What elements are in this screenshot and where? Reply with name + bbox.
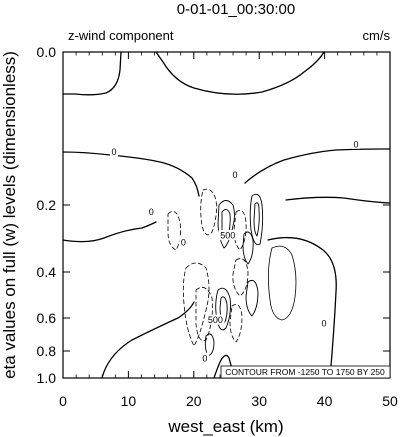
contour-lines	[62, 51, 391, 379]
positive-contour-core-6	[215, 287, 231, 331]
positive-contour-core-8	[204, 333, 215, 357]
zero-contour-upper-right	[244, 148, 391, 184]
contour-info-box: CONTOUR FROM -1250 TO 1750 BY 250	[220, 365, 391, 379]
y-tick-label: 0.0	[37, 44, 57, 60]
contour-label: 0	[200, 352, 210, 363]
contour-label: 0	[109, 146, 119, 157]
negative-contour-lower-2	[229, 303, 243, 343]
contour-label: 0	[147, 206, 156, 217]
y-tick-label: 0.8	[37, 343, 57, 359]
x-axis-label: west_east (km)	[167, 417, 283, 436]
frame-and-ticks: 0 10 20 30 40 50 0.0 0.2 0.4 0.6 0.8 1.0	[37, 44, 398, 409]
svg-text:0: 0	[202, 353, 207, 363]
svg-text:0: 0	[181, 237, 186, 247]
contour-label: 0	[319, 317, 329, 328]
negative-contour-mid-2	[232, 258, 249, 297]
svg-text:0: 0	[232, 170, 237, 180]
contour-info-text: CONTOUR FROM -1250 TO 1750 BY 250	[225, 367, 385, 377]
plot-frame	[62, 51, 391, 379]
x-tick-label: 30	[251, 393, 267, 409]
y-tick-label: 1.0	[37, 370, 57, 386]
contour-label: 0	[351, 138, 361, 149]
field-label: z-wind component	[68, 28, 174, 43]
contour-label: 0	[230, 169, 240, 180]
x-tick-label: 50	[382, 393, 398, 409]
y-tick-label: 0.6	[37, 310, 57, 326]
negative-contour-upper	[200, 188, 217, 236]
svg-text:0: 0	[321, 318, 326, 328]
svg-text:500: 500	[208, 315, 223, 325]
zero-contour-left-mid	[62, 151, 200, 197]
chart-title: 0-01-01_00:30:00	[177, 1, 295, 18]
x-tick-label: 20	[186, 393, 202, 409]
positive-contour-core-5	[242, 231, 254, 265]
positive-contour-core-4	[253, 202, 260, 237]
contour-labels: 0 0 0 0 0 0 0 500 500	[109, 138, 361, 363]
zero-contour-lower-left	[101, 301, 195, 379]
zero-contour-right-arc	[267, 236, 337, 379]
y-axis-label: eta values on full (w) levels (dimension…	[0, 51, 19, 379]
positive-contour-right-loop	[268, 245, 297, 321]
units-label: cm/s	[363, 28, 391, 43]
contour-label: 0	[179, 236, 188, 247]
svg-text:0: 0	[112, 147, 117, 157]
positive-contour-core-1	[217, 200, 235, 249]
zero-contour-left	[62, 51, 122, 96]
svg-text:500: 500	[220, 231, 235, 241]
x-tick-label: 10	[121, 393, 137, 409]
svg-text:0: 0	[149, 207, 154, 217]
y-tick-label: 0.4	[37, 264, 57, 280]
zero-contour-right-edge	[285, 196, 391, 204]
y-tick-label: 0.2	[37, 197, 57, 213]
contour-label: 500	[218, 230, 238, 241]
x-tick-label: 0	[59, 393, 67, 409]
x-tick-label: 40	[317, 393, 333, 409]
zero-contour-small-loop	[62, 221, 157, 243]
contour-label: 500	[206, 314, 225, 325]
negative-contour-left-thin	[167, 210, 181, 251]
svg-text:0: 0	[353, 139, 358, 149]
negative-contour-lower-1	[195, 286, 213, 342]
positive-contour-core-9	[245, 279, 259, 317]
positive-contour-core-3	[249, 193, 264, 246]
zero-contour-top	[155, 51, 325, 95]
negative-contour-outer	[182, 262, 210, 347]
